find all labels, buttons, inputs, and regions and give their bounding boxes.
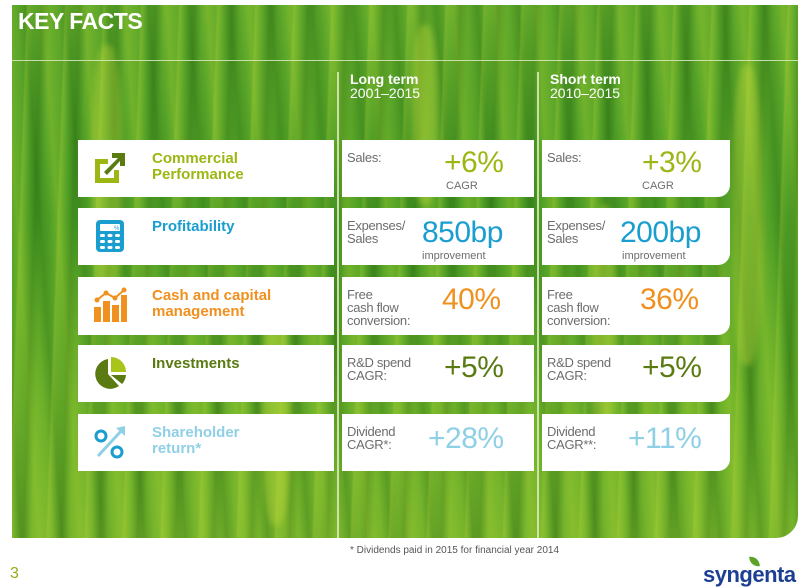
category-cell-profitability: % Profitability <box>78 208 334 265</box>
metric-label: Expenses/ Sales <box>347 219 405 245</box>
label-line: cash flow <box>547 300 599 315</box>
metric-sub: CAGR <box>642 180 674 192</box>
label-line: Sales <box>347 231 379 246</box>
column-title: Short term <box>550 71 621 87</box>
metric-value: 40% <box>442 283 501 316</box>
header-divider <box>12 60 798 61</box>
category-cell-investments: Investments <box>78 345 334 402</box>
logo-text: syngenta <box>703 562 796 587</box>
label-line: Expenses/ <box>347 218 406 233</box>
label-line: Expenses/ <box>547 218 606 233</box>
column-title: Long term <box>350 71 419 87</box>
metric-value: +6% <box>444 146 504 179</box>
label-line: CAGR*: <box>347 437 392 452</box>
short-term-cell-dividend: Dividend CAGR**: +11% <box>542 414 730 471</box>
label-line: Sales: <box>347 150 382 165</box>
label-line: Dividend <box>347 424 396 439</box>
label-line: CAGR**: <box>547 437 597 452</box>
long-term-cell-expenses: Expenses/ Sales 850bp improvement <box>342 208 534 265</box>
label-line: Sales <box>547 231 579 246</box>
label-line: R&D spend <box>547 355 611 370</box>
category-label: Shareholder return* <box>152 425 240 457</box>
label-line: R&D spend <box>347 355 411 370</box>
category-line: Performance <box>152 166 244 183</box>
category-line: Investments <box>152 355 240 372</box>
category-line: return* <box>152 440 202 457</box>
grain-decor <box>732 65 762 365</box>
metric-value: 36% <box>640 283 699 316</box>
label-line: Free <box>547 287 573 302</box>
label-line: Sales: <box>547 150 582 165</box>
percent-arrow-icon <box>94 426 125 459</box>
column-period: 2010–2015 <box>550 85 621 101</box>
slide-title: KEY FACTS <box>18 8 143 34</box>
label-line: conversion: <box>547 313 611 328</box>
syngenta-logo: syngenta <box>703 555 796 587</box>
column-divider-short-term <box>537 72 539 538</box>
metric-label: Sales: <box>347 150 382 165</box>
bar-chart-trend-icon <box>94 287 127 322</box>
metric-label: Expenses/ Sales <box>547 219 605 245</box>
category-line: Profitability <box>152 218 235 235</box>
long-term-cell-sales: Sales: +6% CAGR <box>342 140 534 197</box>
metric-value: 850bp <box>422 216 503 249</box>
calculator-icon: % <box>96 220 124 252</box>
metric-label: R&D spend CAGR: <box>347 356 411 382</box>
short-term-cell-rd-spend: R&D spend CAGR: +5% <box>542 345 730 402</box>
column-divider-long-term <box>337 72 339 538</box>
metric-value: +11% <box>628 422 702 455</box>
label-line: conversion: <box>347 313 411 328</box>
pie-chart-icon <box>95 357 126 389</box>
metric-label: R&D spend CAGR: <box>547 356 611 382</box>
short-term-cell-free-cash-flow: Free cash flow conversion: 36% <box>542 277 730 335</box>
category-cell-cash-capital: Cash and capital management <box>78 277 334 335</box>
category-cell-shareholder-return: Shareholder return* <box>78 414 334 471</box>
footnote: * Dividends paid in 2015 for financial y… <box>350 545 560 556</box>
column-header-long-term: Long term 2001–2015 <box>350 72 420 100</box>
metric-value: 200bp <box>620 216 701 249</box>
long-term-cell-rd-spend: R&D spend CAGR: +5% <box>342 345 534 402</box>
short-term-cell-sales: Sales: +3% CAGR <box>542 140 730 197</box>
metric-value: +3% <box>642 146 702 179</box>
metric-sub: improvement <box>422 250 486 262</box>
category-label: Investments <box>152 356 240 372</box>
metric-label: Free cash flow conversion: <box>547 288 610 327</box>
category-label: Commercial Performance <box>152 151 244 183</box>
page-number: 3 <box>10 565 19 582</box>
category-line: Cash and capital <box>152 287 272 304</box>
metric-label: Dividend CAGR**: <box>547 424 597 452</box>
metric-label: Free cash flow conversion: <box>347 288 410 327</box>
metric-value: +28% <box>428 422 504 455</box>
metric-value: +5% <box>444 351 504 384</box>
category-line: Shareholder <box>152 424 240 441</box>
metric-value: +5% <box>642 351 702 384</box>
category-line: management <box>152 303 245 320</box>
column-header-short-term: Short term 2010–2015 <box>550 72 621 100</box>
svg-text:%: % <box>114 226 120 232</box>
metric-label: Sales: <box>547 150 582 165</box>
label-line: CAGR: <box>547 368 587 383</box>
metric-label: Dividend CAGR*: <box>347 425 395 451</box>
metric-sub: improvement <box>622 250 686 262</box>
short-term-cell-expenses: Expenses/ Sales 200bp improvement <box>542 208 730 265</box>
column-period: 2001–2015 <box>350 85 421 101</box>
category-label: Cash and capital management <box>152 288 271 320</box>
label-line: CAGR: <box>347 368 387 383</box>
category-cell-commercial-performance: Commercial Performance <box>78 140 334 197</box>
label-line: Dividend <box>547 424 596 439</box>
long-term-cell-free-cash-flow: Free cash flow conversion: 40% <box>342 277 534 335</box>
label-line: Free <box>347 287 373 302</box>
category-label: Profitability <box>152 219 235 235</box>
long-term-cell-dividend: Dividend CAGR*: +28% <box>342 414 534 471</box>
category-line: Commercial <box>152 150 238 167</box>
label-line: cash flow <box>347 300 399 315</box>
external-growth-arrow-icon <box>95 153 125 183</box>
metric-sub: CAGR <box>446 180 478 192</box>
